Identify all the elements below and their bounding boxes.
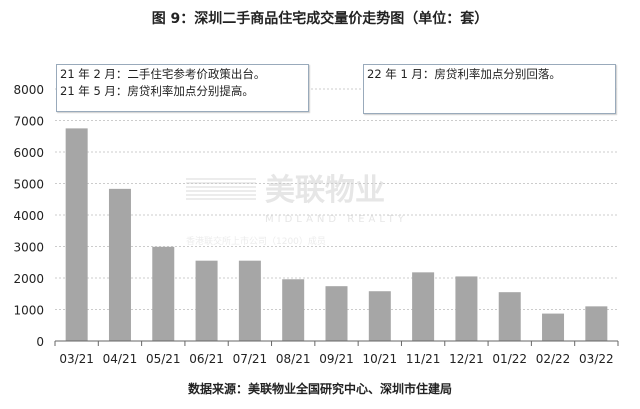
annotation-line: 22 年 1 月：房贷利率加点分别回落。 [367,67,561,81]
y-tick-label: 4000 [13,209,44,223]
watermark-logo-stripe [186,190,256,192]
watermark-logo-stripe [186,186,256,188]
annotation-box-right: 22 年 1 月：房贷利率加点分别回落。 [363,64,616,114]
bar [152,246,175,341]
x-tick-label: 05/21 [146,352,181,366]
source-note: 数据来源：美联物业全国研究中心、深圳市住建局 [187,382,452,396]
bar [585,306,608,341]
y-tick-label: 8000 [13,83,44,97]
annotation-box-left: 21 年 2 月：二手住宅参考价政策出台。 21 年 5 月：房贷利率加点分别提… [56,64,309,112]
annotation-line: 21 年 2 月：二手住宅参考价政策出台。 [60,67,266,81]
x-tick-label: 10/21 [363,352,398,366]
y-tick-label: 1000 [13,304,44,318]
watermark-name: 美联物业 [265,173,385,208]
x-tick-label: 12/21 [449,352,484,366]
bar [65,128,88,341]
watermark-logo-stripe [186,198,256,200]
bar [542,313,565,341]
x-tick-label: 07/21 [233,352,268,366]
x-tick-label: 04/21 [103,352,138,366]
bar [455,276,478,341]
y-tick-label: 0 [36,335,44,349]
x-tick-label: 06/21 [189,352,224,366]
x-tick-label: 08/21 [276,352,311,366]
bar [368,291,391,341]
x-tick-label: 01/22 [492,352,527,366]
bar [498,292,521,341]
bar [238,260,261,341]
y-tick-label: 2000 [13,272,44,286]
bar [325,286,348,341]
x-tick-label: 03/21 [59,352,94,366]
watermark-sub: 香港联交所上市公司（1200）成员 [186,235,326,247]
watermark-logo-stripe [186,178,256,180]
x-tick-label: 02/22 [536,352,571,366]
y-tick-label: 5000 [13,178,44,192]
y-tick-label: 6000 [13,146,44,160]
watermark-logo-stripe [186,194,256,196]
x-tick-label: 09/21 [319,352,354,366]
bar [195,260,218,341]
bar [282,279,305,341]
y-tick-label: 3000 [13,241,44,255]
y-tick-label: 7000 [13,115,44,129]
bar [412,272,435,341]
annotation-line: 21 年 5 月：房贷利率加点分别提高。 [60,84,254,98]
chart-title: 图 9：深圳二手商品住宅成交量价走势图（单位：套） [151,11,489,27]
x-tick-label: 11/21 [406,352,441,366]
x-tick-label: 03/22 [579,352,614,366]
bar [108,188,131,341]
watermark-en: MIDLAND REALTY [265,214,408,225]
